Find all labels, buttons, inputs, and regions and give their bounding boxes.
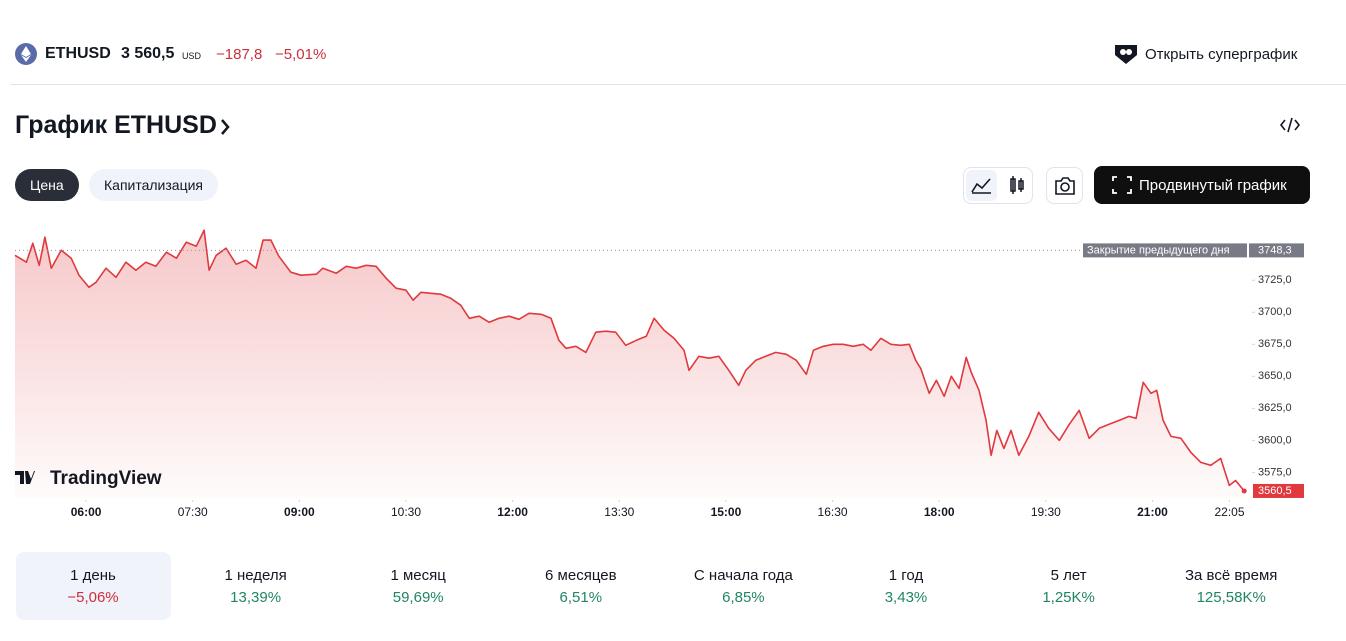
x-tick-label: 09:00: [284, 505, 315, 519]
chart-style-toggle: [963, 167, 1033, 204]
period-card[interactable]: 1 день −5,06%: [15, 552, 171, 620]
y-tick-label: 3675,0: [1258, 338, 1292, 350]
period-label: 1 месяц: [390, 567, 446, 584]
currency: USD: [182, 51, 202, 61]
period-value: −5,06%: [67, 589, 119, 606]
supergraph-link[interactable]: Открыть суперграфик: [1145, 46, 1298, 63]
period-value: 13,39%: [230, 589, 282, 606]
eth-icon: [15, 43, 37, 65]
embed-icon[interactable]: [1278, 114, 1302, 136]
y-tick-label: 3700,0: [1258, 306, 1292, 318]
chart: 3575,0 3600,0 3625,0 3650,0 3675,0 3700,0 3725…: [14, 229, 1304, 519]
period-value: 6,85%: [722, 589, 765, 606]
last-price-label: 3560,5: [1258, 485, 1292, 497]
y-tick-label: 3575,0: [1258, 466, 1292, 478]
camera-icon[interactable]: [1052, 173, 1078, 199]
snapshot-button[interactable]: [1046, 167, 1083, 204]
period-label: 5 лет: [1050, 567, 1087, 584]
prev-close-name: Закрытие предыдущего дня: [1087, 244, 1230, 256]
last-point: [1241, 488, 1247, 494]
y-tick-label: 3650,0: [1258, 370, 1292, 382]
branding-logo: [15, 471, 35, 484]
branding[interactable]: TradingView: [50, 468, 162, 489]
x-tick-label: 19:30: [1031, 505, 1061, 519]
last-price-bg: [1253, 483, 1304, 498]
period-card[interactable]: За всё время 125,58K%: [1154, 552, 1309, 620]
area: [15, 230, 1245, 498]
period-value: 125,58K%: [1196, 589, 1266, 606]
chart-style-icons[interactable]: [966, 170, 1030, 201]
tab-price[interactable]: Цена: [15, 169, 79, 201]
y-tick-label: 3600,0: [1258, 434, 1292, 446]
separator: [10, 84, 1346, 85]
x-tick-label: 15:00: [711, 505, 742, 519]
change: −187,8: [216, 46, 263, 63]
x-tick-label: 06:00: [71, 505, 102, 519]
period-label: 6 месяцев: [545, 567, 617, 584]
price: 3 560,5: [121, 45, 175, 62]
title-chevron[interactable]: [219, 117, 231, 137]
x-tick-label: 13:30: [604, 505, 634, 519]
period-label: С начала года: [693, 567, 793, 584]
period-value: 6,51%: [559, 589, 603, 606]
advanced-button[interactable]: [1094, 166, 1310, 204]
change-pct: −5,01%: [275, 46, 327, 63]
prev-close-value: 3748,3: [1258, 244, 1292, 256]
ticker[interactable]: ETHUSD: [45, 45, 111, 62]
period-card[interactable]: 1 неделя 13,39%: [178, 552, 333, 620]
period-card[interactable]: 1 год 3,43%: [829, 552, 984, 620]
period-value: 1,25K%: [1042, 589, 1095, 606]
period-card[interactable]: 1 месяц 59,69%: [341, 552, 496, 620]
y-tick-label: 3625,0: [1258, 402, 1292, 414]
period-label: 1 год: [888, 567, 924, 584]
fullscreen-icon[interactable]: [1111, 175, 1133, 195]
page-title[interactable]: График ETHUSD: [15, 111, 217, 139]
prev-close-value-bg: [1249, 243, 1304, 258]
x-tick-label: 18:00: [924, 505, 955, 519]
period-label: 1 день: [70, 567, 116, 584]
supergraph-icon[interactable]: [1113, 43, 1139, 65]
y-tick-label: 3725,0: [1258, 274, 1292, 286]
x-tick-label: 22:05: [1214, 505, 1244, 519]
x-tick-label: 21:00: [1137, 505, 1168, 519]
price-line: [14, 229, 1245, 492]
period-card[interactable]: 5 лет 1,25K%: [991, 552, 1146, 620]
period-label: 1 неделя: [224, 567, 287, 584]
period-value: 3,43%: [884, 589, 928, 606]
x-tick-label: 16:30: [818, 505, 848, 519]
advanced-button-label[interactable]: Продвинутый график: [1139, 177, 1287, 194]
period-value: 59,69%: [392, 589, 444, 606]
period-label: За всё время: [1184, 567, 1278, 584]
x-tick-label: 07:30: [178, 505, 208, 519]
tab-cap[interactable]: Капитализация: [89, 169, 218, 201]
x-tick-label: 10:30: [391, 505, 421, 519]
period-card[interactable]: С начала года 6,85%: [666, 552, 821, 620]
prev-close-name-bg: [1083, 243, 1247, 258]
period-card[interactable]: 6 месяцев 6,51%: [503, 552, 658, 620]
x-tick-label: 12:00: [497, 505, 528, 519]
